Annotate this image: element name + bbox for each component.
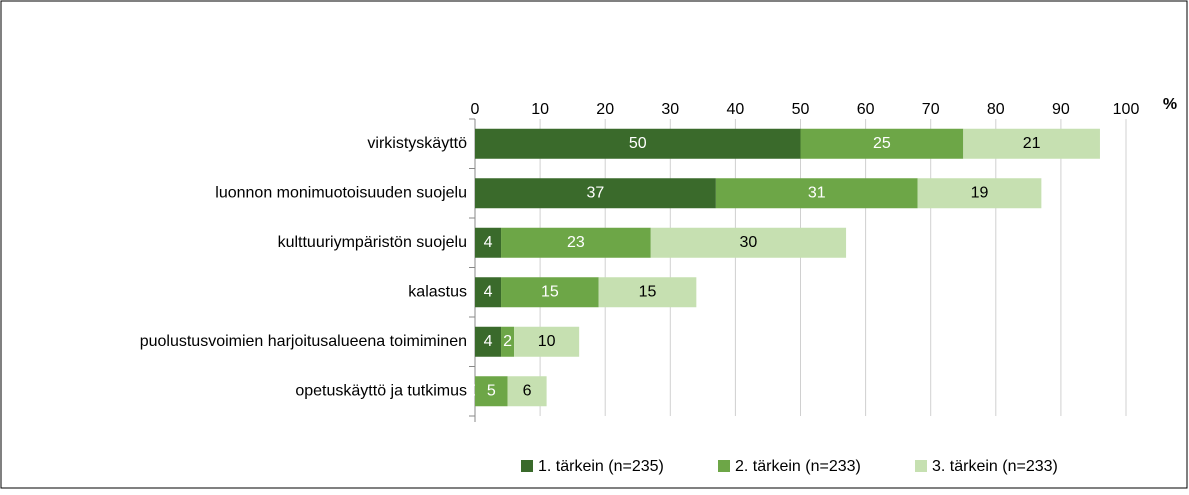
legend-swatch	[718, 460, 730, 472]
data-label: 10	[538, 333, 556, 350]
bar-segment	[501, 227, 651, 258]
x-tick-label: 90	[1052, 101, 1070, 118]
data-label: 30	[740, 234, 758, 251]
bar-segment	[963, 128, 1100, 159]
x-tick-label: 60	[857, 101, 875, 118]
x-tick-label: 20	[596, 101, 614, 118]
y-tick-label: luonnon monimuotoisuuden suojelu	[215, 184, 467, 201]
legend-label: 2. tärkein (n=233)	[735, 458, 861, 475]
bar-segment	[800, 128, 964, 159]
bar-segment	[715, 178, 918, 209]
bar-segment	[514, 326, 580, 357]
data-label: 21	[1023, 135, 1041, 152]
data-label: 50	[629, 135, 647, 152]
bar-segment	[501, 277, 599, 308]
data-label: 31	[808, 184, 826, 201]
bar-segment	[650, 227, 847, 258]
data-label: 4	[484, 333, 493, 350]
x-tick-label: 30	[661, 101, 679, 118]
x-tick-label: 70	[922, 101, 940, 118]
bar-segment	[475, 376, 508, 407]
bar-segment	[475, 128, 801, 159]
x-tick-label: 50	[792, 101, 810, 118]
bar-segment	[507, 376, 547, 407]
bar-segment	[598, 277, 697, 308]
legend-label: 1. tärkein (n=235)	[538, 458, 664, 475]
y-tick-label: puolustusvoimien harjoitusalueena toimim…	[140, 333, 467, 350]
data-label: 23	[567, 234, 585, 251]
x-tick-label: 0	[471, 101, 480, 118]
legend-label: 3. tärkein (n=233)	[932, 458, 1058, 475]
x-tick-label: 100	[1113, 101, 1140, 118]
bar-segment	[475, 277, 502, 308]
bar-segment	[917, 178, 1042, 209]
x-axis-label: %	[1163, 96, 1177, 113]
bar-segment	[501, 326, 515, 357]
data-label: 25	[873, 135, 891, 152]
data-label: 5	[487, 382, 496, 399]
data-label: 15	[639, 283, 657, 300]
y-tick-label: virkistyskäyttö	[367, 135, 467, 152]
legend-swatch	[521, 460, 533, 472]
data-label: 37	[587, 184, 605, 201]
y-tick-label: kulttuuriympäristön suojelu	[278, 234, 467, 251]
bar-segment	[475, 178, 716, 209]
y-tick-label: opetuskäyttö ja tutkimus	[295, 382, 467, 399]
bar-segment	[475, 227, 502, 258]
legend-swatch	[915, 460, 927, 472]
bar-segment	[475, 326, 502, 357]
x-tick-label: 40	[727, 101, 745, 118]
data-label: 4	[484, 234, 493, 251]
data-label: 4	[484, 283, 493, 300]
data-label: 6	[523, 382, 532, 399]
x-tick-label: 10	[531, 101, 549, 118]
data-label: 2	[503, 333, 512, 350]
y-tick-label: kalastus	[408, 283, 467, 300]
data-label: 19	[971, 184, 989, 201]
x-tick-label: 80	[987, 101, 1005, 118]
data-label: 15	[541, 283, 559, 300]
